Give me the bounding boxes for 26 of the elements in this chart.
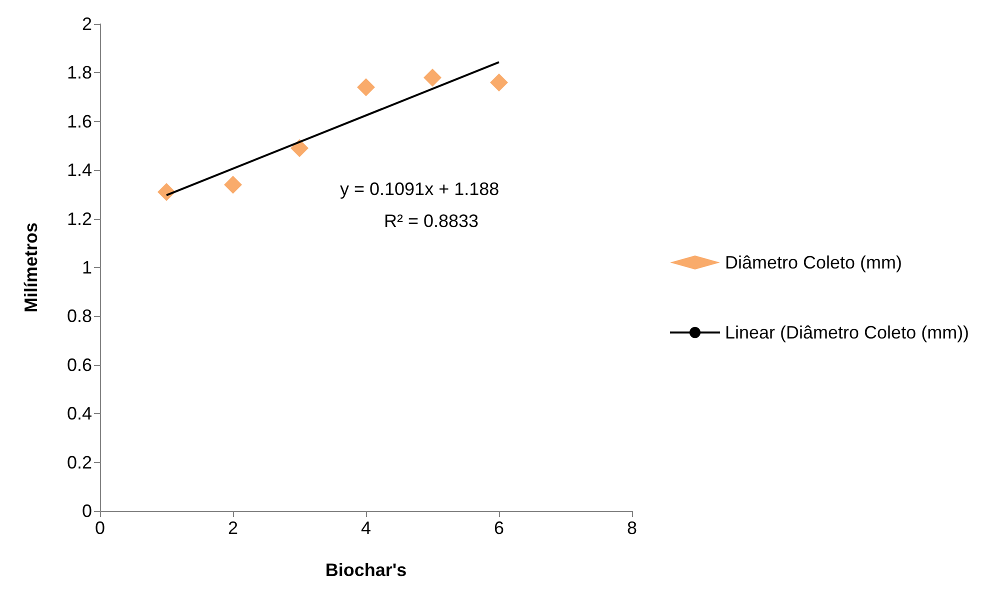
x-tick-label: 0 <box>94 518 106 538</box>
y-tick-label: 0.6 <box>66 354 92 375</box>
y-tick-label: 1.6 <box>66 111 92 132</box>
x-tick-label: 2 <box>228 518 238 538</box>
point <box>424 68 442 87</box>
y-tick-label: 1 <box>82 258 92 278</box>
x-axis-title: Biochar's <box>325 560 407 580</box>
y-axis-title: Milímetros <box>21 222 41 313</box>
x-tick-label: 6 <box>494 518 504 538</box>
y-tick-label: 0.4 <box>66 404 92 424</box>
legend-label: Linear (Diâmetro Coleto (mm)) <box>725 322 970 342</box>
y-tick-label: 1.8 <box>66 62 92 83</box>
annotation: R² = 0.8833 <box>384 211 479 231</box>
point <box>357 78 375 96</box>
y-tick-label: 0 <box>82 501 92 521</box>
y-tick-label: 1.2 <box>66 208 92 229</box>
y-tick-label: 0.8 <box>66 306 92 326</box>
point <box>224 176 242 194</box>
y-tick-label: 0.2 <box>66 452 92 472</box>
x-tick-label: 8 <box>626 518 638 538</box>
annotation: y = 0.1091x + 1.188 <box>340 179 500 199</box>
y-tick-label: 1.4 <box>66 160 92 180</box>
y-tick-label: 2 <box>82 14 92 34</box>
legend-label: Diâmetro Coleto (mm) <box>725 252 902 272</box>
point <box>490 73 508 92</box>
x-tick-label: 4 <box>360 518 372 538</box>
